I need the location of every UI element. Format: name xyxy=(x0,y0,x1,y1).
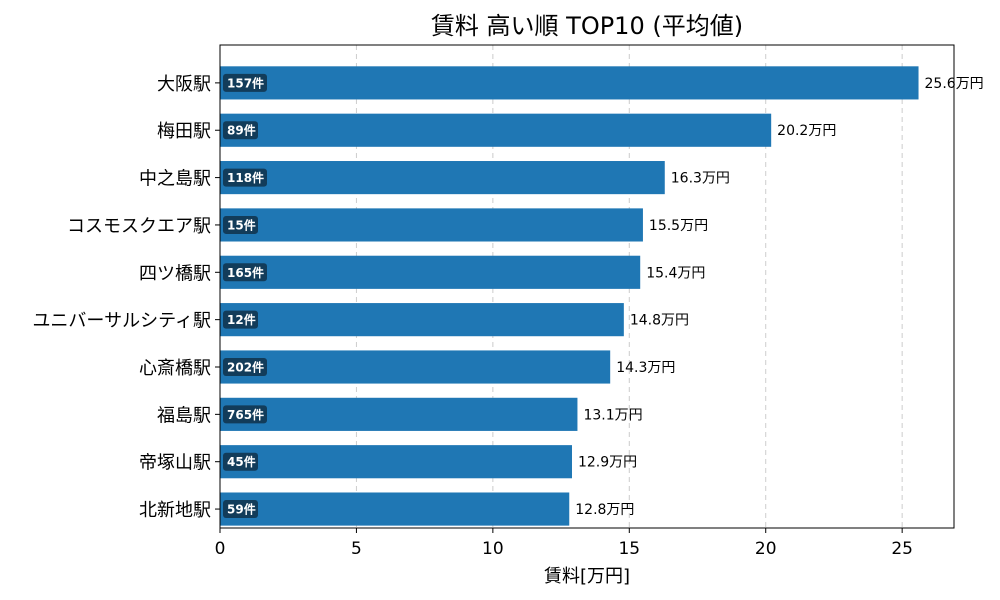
value-label: 14.8万円 xyxy=(630,313,689,329)
x-tick-label: 15 xyxy=(618,539,640,559)
value-label: 13.1万円 xyxy=(583,407,642,423)
count-badge xyxy=(223,500,258,519)
count-badge xyxy=(223,358,267,376)
bar xyxy=(220,113,772,147)
y-tick-label: 大阪駅 xyxy=(157,74,211,95)
bar xyxy=(220,161,665,195)
bar xyxy=(220,492,570,526)
value-label: 15.5万円 xyxy=(649,218,708,234)
count-badge xyxy=(223,452,258,471)
category-labels: 大阪駅梅田駅中之島駅コスモスクエア駅四ツ橋駅ユニバーサルシティ駅心斎橋駅福島駅帝… xyxy=(32,74,220,521)
count-badge xyxy=(223,168,267,187)
plot-frame xyxy=(219,44,955,529)
count-label: 765件 xyxy=(227,407,264,422)
y-tick-label: 四ツ橋駅 xyxy=(139,263,211,284)
count-label: 59件 xyxy=(227,502,256,517)
count-label: 202件 xyxy=(227,360,264,375)
count-badge xyxy=(223,405,267,424)
x-tick-label: 0 xyxy=(215,539,226,559)
x-tick-label: 5 xyxy=(351,539,362,559)
bar xyxy=(220,303,624,337)
value-label: 20.2万円 xyxy=(777,123,836,139)
bar xyxy=(220,397,578,431)
count-badge xyxy=(223,263,267,282)
value-label: 14.3万円 xyxy=(616,360,675,376)
x-axis-ticks: 0 5 10 15 20 25 xyxy=(215,528,913,559)
y-tick-label: 心斎橋駅 xyxy=(139,358,211,379)
x-tick-label: 20 xyxy=(755,539,777,559)
y-tick-label: 梅田駅 xyxy=(157,121,211,142)
y-tick-label: 中之島駅 xyxy=(139,169,211,190)
value-label: 12.9万円 xyxy=(578,455,637,471)
y-tick-label: 北新地駅 xyxy=(139,500,211,521)
bars: 25.6万円157件20.2万円89件16.3万円118件15.5万円15件15… xyxy=(220,66,984,526)
x-tick-label: 25 xyxy=(891,539,913,559)
count-label: 89件 xyxy=(227,123,256,138)
count-badge xyxy=(223,310,258,329)
count-label: 45件 xyxy=(227,454,256,469)
count-badge xyxy=(223,121,258,140)
bar xyxy=(220,350,611,384)
count-label: 118件 xyxy=(227,170,264,185)
count-label: 12件 xyxy=(227,312,256,327)
bar xyxy=(220,445,572,479)
count-label: 15件 xyxy=(227,217,256,232)
count-badge xyxy=(223,215,258,234)
x-tick-label: 10 xyxy=(482,539,504,559)
y-tick-label: 福島駅 xyxy=(157,405,211,426)
value-label: 15.4万円 xyxy=(646,265,705,281)
bar xyxy=(220,66,919,100)
value-label: 12.8万円 xyxy=(575,502,634,518)
count-badge xyxy=(223,73,267,92)
y-tick-label: 帝塚山駅 xyxy=(139,453,211,474)
value-label: 16.3万円 xyxy=(671,171,730,187)
count-label: 165件 xyxy=(227,265,264,280)
bar xyxy=(220,255,641,289)
bar xyxy=(220,208,643,242)
y-tick-label: ユニバーサルシティ駅 xyxy=(32,311,211,332)
x-axis-label: 賃料[万円] xyxy=(544,566,630,587)
y-tick-label: コスモスクエア駅 xyxy=(67,216,211,237)
chart-title: 賃料 高い順 TOP10 (平均値) xyxy=(431,12,743,40)
count-label: 157件 xyxy=(227,75,264,90)
